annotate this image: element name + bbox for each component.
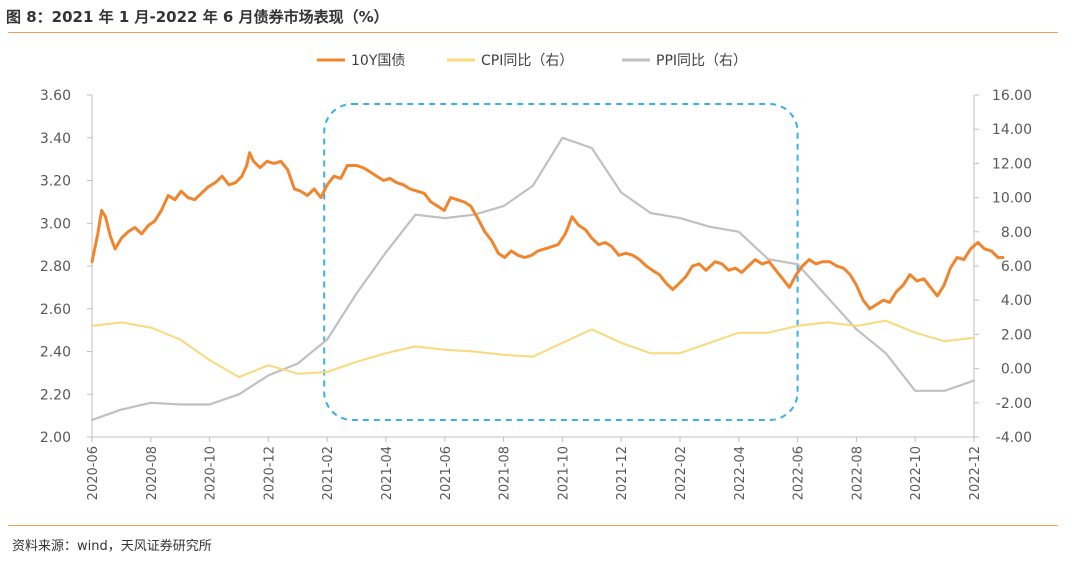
x-tick-label: 2020-08 <box>145 446 160 500</box>
x-tick-label: 2020-10 <box>204 446 219 500</box>
x-tick-label: 2022-08 <box>850 446 865 500</box>
y-left-tick-label: 2.20 <box>40 387 71 403</box>
legend-label-ppi: PPI同比（右） <box>656 53 747 69</box>
x-tick-label: 2021-02 <box>321 446 336 500</box>
x-tick-label: 2020-12 <box>262 446 277 500</box>
y-right-tick-label: -4.00 <box>996 430 1032 446</box>
highlight-box <box>323 103 799 421</box>
series-group <box>90 136 1005 421</box>
y-right-tick-label: 4.00 <box>1001 293 1032 309</box>
y-right-tick-label: 16.00 <box>992 88 1032 104</box>
ppi-line <box>90 136 976 421</box>
y-left-tick-label: 2.60 <box>40 302 71 318</box>
y-right-tick-label: 14.00 <box>992 122 1032 138</box>
x-tick-label: 2022-06 <box>792 446 807 500</box>
source-note: 资料来源：wind，天风证券研究所 <box>12 539 212 554</box>
y-left-tick-label: 2.40 <box>40 345 71 361</box>
y-right-tick-label: 8.00 <box>1001 225 1032 241</box>
x-tick-label: 2021-08 <box>498 446 513 500</box>
source-rule <box>8 525 1058 526</box>
y-right-tick-label: 6.00 <box>1001 259 1032 275</box>
cpi-line <box>91 319 975 379</box>
y-left-tick-label: 3.40 <box>40 131 71 147</box>
x-tick-label: 2022-02 <box>674 446 689 500</box>
x-tick-label: 2021-06 <box>439 446 454 500</box>
y-right-tick-label: 2.00 <box>1001 327 1032 343</box>
y-right-tick-label: 0.00 <box>1001 362 1032 378</box>
y-left-tick-label: 3.00 <box>40 216 71 232</box>
title-rule <box>8 32 1058 33</box>
x-tick-label: 2022-04 <box>733 446 748 500</box>
y-left-tick-label: 3.20 <box>40 174 71 190</box>
x-tick-label: 2021-10 <box>556 446 571 500</box>
x-tick-label: 2022-10 <box>909 446 924 500</box>
y-left-tick-label: 3.60 <box>40 88 71 104</box>
x-tick-label: 2022-12 <box>968 446 983 500</box>
y-left-tick-label: 2.80 <box>40 259 71 275</box>
y-right-tick-label: -2.00 <box>996 396 1032 412</box>
x-tick-label: 2020-06 <box>86 446 101 500</box>
y-left-tick-label: 2.00 <box>40 430 71 446</box>
y-right-tick-label: 10.00 <box>992 191 1032 207</box>
y-right-tick-label: 12.00 <box>992 156 1032 172</box>
x-tick-label: 2021-04 <box>380 446 395 500</box>
legend: 10Y国债 CPI同比（右） PPI同比（右） <box>317 53 747 69</box>
x-tick-label: 2021-12 <box>615 446 630 500</box>
figure-title: 图 8：2021 年 1 月-2022 年 6 月债券市场表现（%） <box>6 8 389 26</box>
yield-line <box>90 151 1005 311</box>
legend-label-cpi: CPI同比（右） <box>481 53 573 69</box>
axes: 3.60 3.40 3.20 3.00 2.80 2.60 2.40 2.20 2.00 16.0… <box>40 88 1032 500</box>
bond-market-chart: 10Y国债 CPI同比（右） PPI同比（右） 3.60 3.40 3.20 3.00… <box>40 53 1032 500</box>
highlight-box-group <box>323 103 799 421</box>
legend-label-yield: 10Y国债 <box>351 53 405 69</box>
